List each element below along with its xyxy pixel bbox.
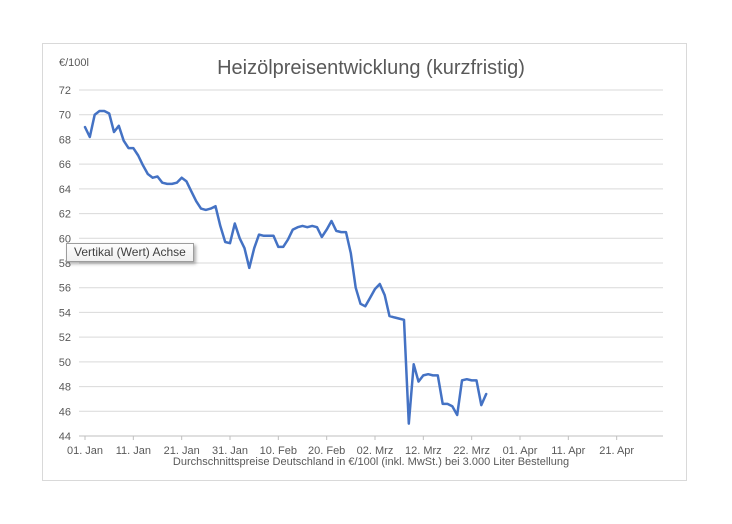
y-tick-label[interactable]: 56 xyxy=(59,283,71,295)
axis-tooltip: Vertikal (Wert) Achse xyxy=(66,243,194,262)
x-tick-label[interactable]: 11. Apr xyxy=(551,445,585,457)
y-axis-unit-label: €/100l xyxy=(59,57,89,69)
x-tick-label[interactable]: 20. Feb xyxy=(308,445,345,457)
y-tick-label[interactable]: 52 xyxy=(59,332,71,344)
chart-object[interactable]: €/100l Heizölpreisentwicklung (kurzfrist… xyxy=(42,43,687,481)
x-tick-label[interactable]: 01. Apr xyxy=(503,445,538,457)
x-tick-label[interactable]: 31. Jan xyxy=(212,445,248,457)
x-axis-title: Durchschnittspreise Deutschland in €/100… xyxy=(172,456,570,468)
y-tick-label[interactable]: 44 xyxy=(59,431,71,443)
y-tick-label[interactable]: 66 xyxy=(59,159,71,171)
y-tick-label[interactable]: 70 xyxy=(59,110,71,122)
axis-tooltip-text: Vertikal (Wert) Achse xyxy=(74,245,186,259)
y-tick-label[interactable]: 64 xyxy=(59,184,71,196)
y-tick-label[interactable]: 72 xyxy=(59,85,71,97)
y-tick-label[interactable]: 60 xyxy=(59,233,71,245)
chart-title[interactable]: Heizölpreisentwicklung (kurzfristig) xyxy=(217,57,525,79)
y-tick-label[interactable]: 46 xyxy=(59,406,71,418)
x-tick-label[interactable]: 10. Feb xyxy=(260,445,297,457)
x-tick-label[interactable]: 02. Mrz xyxy=(357,445,394,457)
y-tick-label[interactable]: 68 xyxy=(59,134,71,146)
x-tick-label[interactable]: 22. Mrz xyxy=(453,445,490,457)
x-tick-label[interactable]: 21. Apr xyxy=(599,445,634,457)
y-tick-label[interactable]: 48 xyxy=(59,382,71,394)
x-tick-label[interactable]: 11. Jan xyxy=(116,445,151,457)
y-tick-label[interactable]: 54 xyxy=(59,307,71,319)
price-line-series[interactable] xyxy=(83,109,488,425)
y-tick-label[interactable]: 62 xyxy=(59,209,71,221)
y-tick-label[interactable]: 50 xyxy=(59,357,71,369)
x-tick-label[interactable]: 01. Jan xyxy=(67,445,103,457)
x-tick-label[interactable]: 21. Jan xyxy=(164,445,200,457)
x-tick-label[interactable]: 12. Mrz xyxy=(405,445,442,457)
